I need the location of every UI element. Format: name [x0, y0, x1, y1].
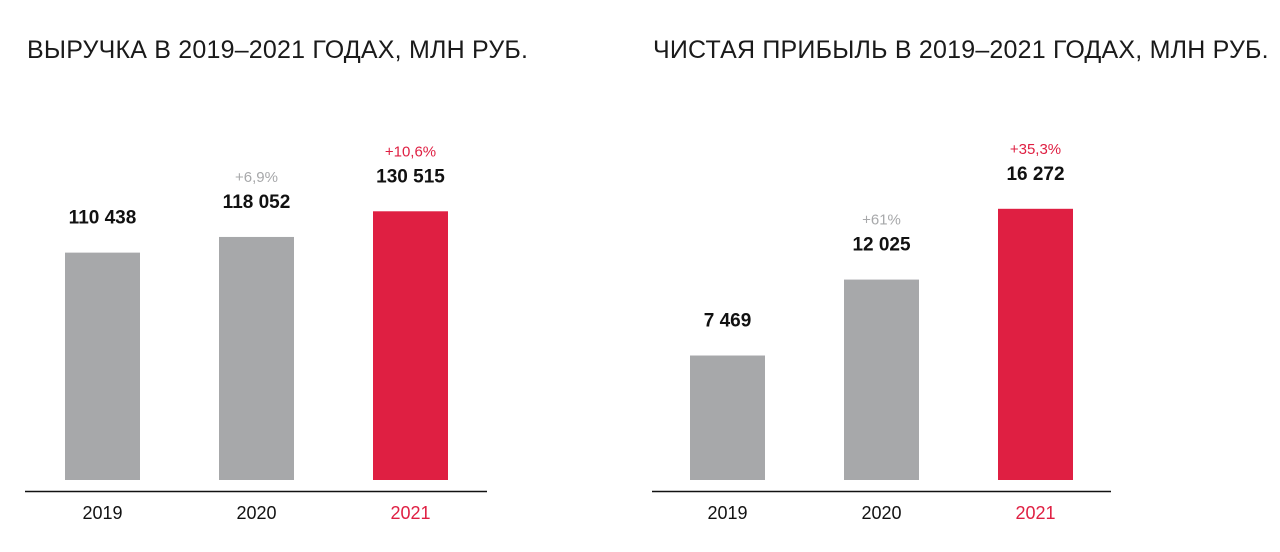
- value-label: 130 515: [376, 166, 445, 187]
- tick-label: 2021: [390, 503, 430, 523]
- value-label: 12 025: [852, 235, 911, 256]
- bar-2021: [373, 211, 448, 480]
- value-label: 118 052: [223, 192, 291, 213]
- value-label: 110 438: [69, 208, 137, 229]
- change-label: +61%: [862, 212, 901, 229]
- tick-label: 2021: [1015, 503, 1055, 523]
- bar-2020: [219, 236, 294, 480]
- bar-2019: [65, 252, 140, 480]
- net-profit-chart: ЧИСТАЯ ПРИБЫЛЬ В 2019–2021 ГОДАХ, МЛН РУ…: [640, 0, 1280, 552]
- tick-label: 2020: [861, 503, 901, 523]
- tick-label: 2019: [82, 503, 122, 523]
- revenue-chart: ВЫРУЧКА В 2019–2021 ГОДАХ, МЛН РУБ. 110 …: [25, 36, 529, 523]
- bar-2021: [998, 208, 1073, 481]
- value-label: 7 469: [704, 311, 752, 332]
- tick-label: 2020: [236, 503, 276, 523]
- change-label: +6,9%: [235, 169, 278, 186]
- value-label: 16 272: [1006, 164, 1064, 185]
- chart-title: ВЫРУЧКА В 2019–2021 ГОДАХ, МЛН РУБ.: [27, 36, 529, 64]
- bar-2020: [844, 279, 919, 480]
- chart-title: ЧИСТАЯ ПРИБЫЛЬ В 2019–2021 ГОДАХ, МЛН РУ…: [653, 36, 1269, 64]
- change-label: +10,6%: [385, 143, 436, 160]
- net-profit-plot: 7 469 2019 12 025 +61% 2020 16 272 +35,3% 2021: [652, 141, 1111, 523]
- change-label: +35,3%: [1010, 141, 1061, 158]
- tick-label: 2019: [707, 503, 747, 523]
- revenue-plot: 110 438 2019 118 052 +6,9% 2020 130 515 +10,6%…: [25, 143, 487, 523]
- bar-2019: [690, 355, 765, 480]
